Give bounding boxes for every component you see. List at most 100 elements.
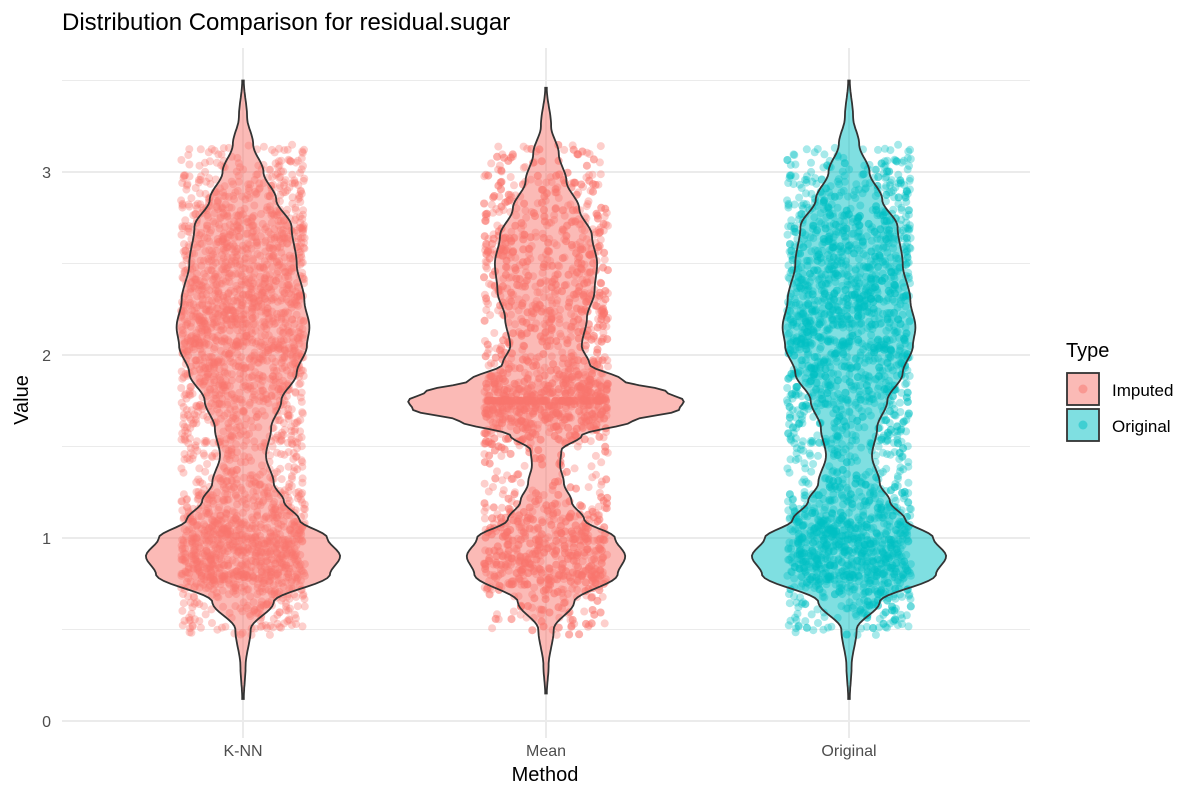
- jitter-point: [298, 474, 307, 483]
- jitter-point: [181, 436, 190, 445]
- jitter-point: [178, 621, 187, 630]
- jitter-point: [185, 628, 194, 637]
- jitter-point: [287, 432, 296, 440]
- jitter-point: [185, 202, 194, 211]
- jitter-point: [184, 592, 193, 601]
- jitter-point: [188, 389, 197, 398]
- jitter-point: [179, 420, 188, 429]
- jitter-point: [180, 616, 189, 625]
- jitter-point: [516, 478, 525, 487]
- jitter-point: [178, 429, 187, 438]
- jitter-point: [179, 599, 188, 608]
- jitter-point: [192, 419, 201, 428]
- jitter-point: [180, 171, 189, 180]
- jitter-point: [489, 503, 498, 512]
- jitter-point: [181, 369, 190, 378]
- jitter-point: [287, 439, 296, 448]
- jitter-point: [193, 495, 202, 504]
- jitter-point: [279, 167, 288, 176]
- jitter-point: [185, 172, 194, 181]
- jitter-point: [296, 198, 305, 206]
- jitter-point: [183, 181, 191, 190]
- jitter-point: [185, 387, 194, 396]
- jitter-point: [199, 411, 208, 420]
- jitter-point: [599, 219, 608, 228]
- jitter-point: [287, 427, 296, 435]
- jitter-point: [484, 487, 493, 496]
- jitter-point: [280, 146, 289, 155]
- jitter-point: [201, 436, 210, 445]
- jitter-point: [294, 232, 302, 241]
- jitter-point: [483, 340, 492, 349]
- jitter-point: [603, 335, 612, 344]
- jitter-point: [191, 210, 200, 219]
- jitter-point: [185, 145, 194, 154]
- jitter-point: [259, 142, 268, 151]
- jitter-point: [198, 479, 207, 488]
- jitter-point: [275, 608, 284, 617]
- jitter-point: [297, 165, 306, 174]
- jitter-point: [191, 415, 200, 424]
- jitter-point: [178, 203, 187, 212]
- jitter-point: [280, 425, 289, 434]
- jitter-point: [596, 170, 605, 179]
- jitter-point: [284, 615, 293, 624]
- jitter-point: [191, 443, 200, 452]
- jitter-point: [295, 212, 304, 221]
- jitter-point: [204, 148, 213, 157]
- jitter-point: [297, 189, 306, 198]
- jitter-point: [273, 431, 282, 440]
- jitter-point: [297, 456, 306, 465]
- jitter-point: [284, 448, 293, 457]
- jitter-point: [182, 394, 191, 403]
- jitter-point: [300, 145, 308, 154]
- jitter-point: [284, 155, 293, 164]
- jitter-point: [287, 405, 296, 414]
- jitter-point: [591, 451, 600, 460]
- jitter-point: [178, 374, 187, 383]
- jitter-point: [284, 411, 293, 420]
- jitter-point: [203, 460, 212, 468]
- jitter-point: [297, 258, 306, 267]
- jitter-point: [217, 150, 226, 159]
- jitter-point: [199, 449, 208, 458]
- jitter-point: [291, 425, 300, 434]
- jitter-point: [299, 226, 308, 235]
- jitter-point: [197, 172, 205, 181]
- jitter-point: [295, 191, 304, 200]
- jitter-point: [507, 475, 516, 483]
- jitter-point: [484, 246, 493, 255]
- jitter-point: [178, 497, 186, 506]
- jitter-point: [183, 410, 192, 419]
- jitter-point: [299, 161, 307, 170]
- jitter-point: [272, 468, 281, 476]
- jitter-point: [485, 254, 494, 263]
- jitter-point: [282, 400, 291, 409]
- jitter-point: [186, 383, 195, 391]
- jitter-point: [180, 435, 189, 444]
- jitter-point: [268, 442, 277, 451]
- jitter-point: [497, 177, 506, 186]
- jitter-point: [282, 606, 291, 615]
- jitter-point: [298, 462, 307, 471]
- jitter-point: [290, 419, 299, 428]
- jitter-point: [504, 504, 513, 513]
- jitter-point: [179, 413, 188, 422]
- jitter-point: [177, 196, 186, 205]
- jitter-point: [194, 494, 203, 503]
- jitter-point: [277, 435, 286, 444]
- jitter-point: [184, 200, 193, 209]
- jitter-point: [299, 366, 307, 375]
- jitter-point: [298, 214, 307, 223]
- jitter-point: [290, 610, 299, 619]
- jitter-point: [274, 416, 283, 425]
- jitter-point: [290, 463, 299, 472]
- jitter-point: [596, 235, 605, 244]
- jitter-point: [298, 409, 307, 418]
- jitter-point: [266, 621, 275, 630]
- jitter-point: [296, 223, 305, 232]
- jitter-point: [190, 593, 199, 602]
- jitter-point: [196, 623, 205, 632]
- jitter-point: [595, 229, 604, 237]
